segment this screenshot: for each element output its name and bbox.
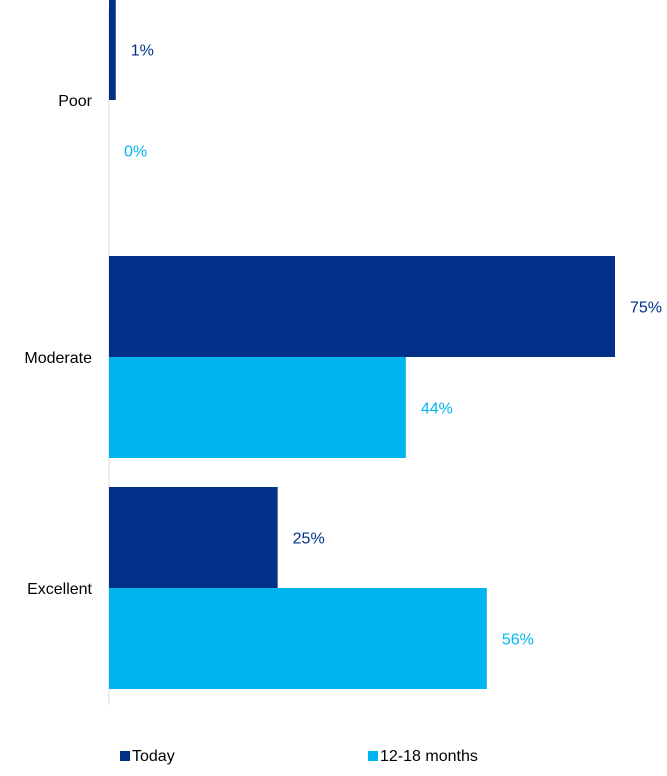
bar-today-excellent — [109, 487, 278, 588]
bar-today-poor — [109, 0, 116, 100]
data-label-today-moderate: 75% — [630, 300, 662, 317]
bar-today-moderate — [109, 256, 615, 357]
data-label-12-18-months-moderate: 44% — [421, 401, 453, 418]
legend-swatch-12-18-months — [368, 751, 378, 761]
category-label-poor: Poor — [58, 93, 92, 110]
data-label-today-poor: 1% — [131, 43, 154, 60]
data-label-12-18-months-poor: 0% — [124, 144, 147, 161]
category-label-excellent: Excellent — [27, 581, 92, 598]
legend-label-today: Today — [132, 748, 175, 765]
bar-12-18-months-excellent — [109, 588, 487, 689]
legend-swatch-today — [120, 751, 130, 761]
legend-label-12-18-months: 12-18 months — [380, 748, 478, 765]
category-label-moderate: Moderate — [24, 350, 92, 367]
bar-12-18-months-moderate — [109, 357, 406, 458]
data-label-12-18-months-excellent: 56% — [502, 632, 534, 649]
data-label-today-excellent: 25% — [293, 531, 325, 548]
